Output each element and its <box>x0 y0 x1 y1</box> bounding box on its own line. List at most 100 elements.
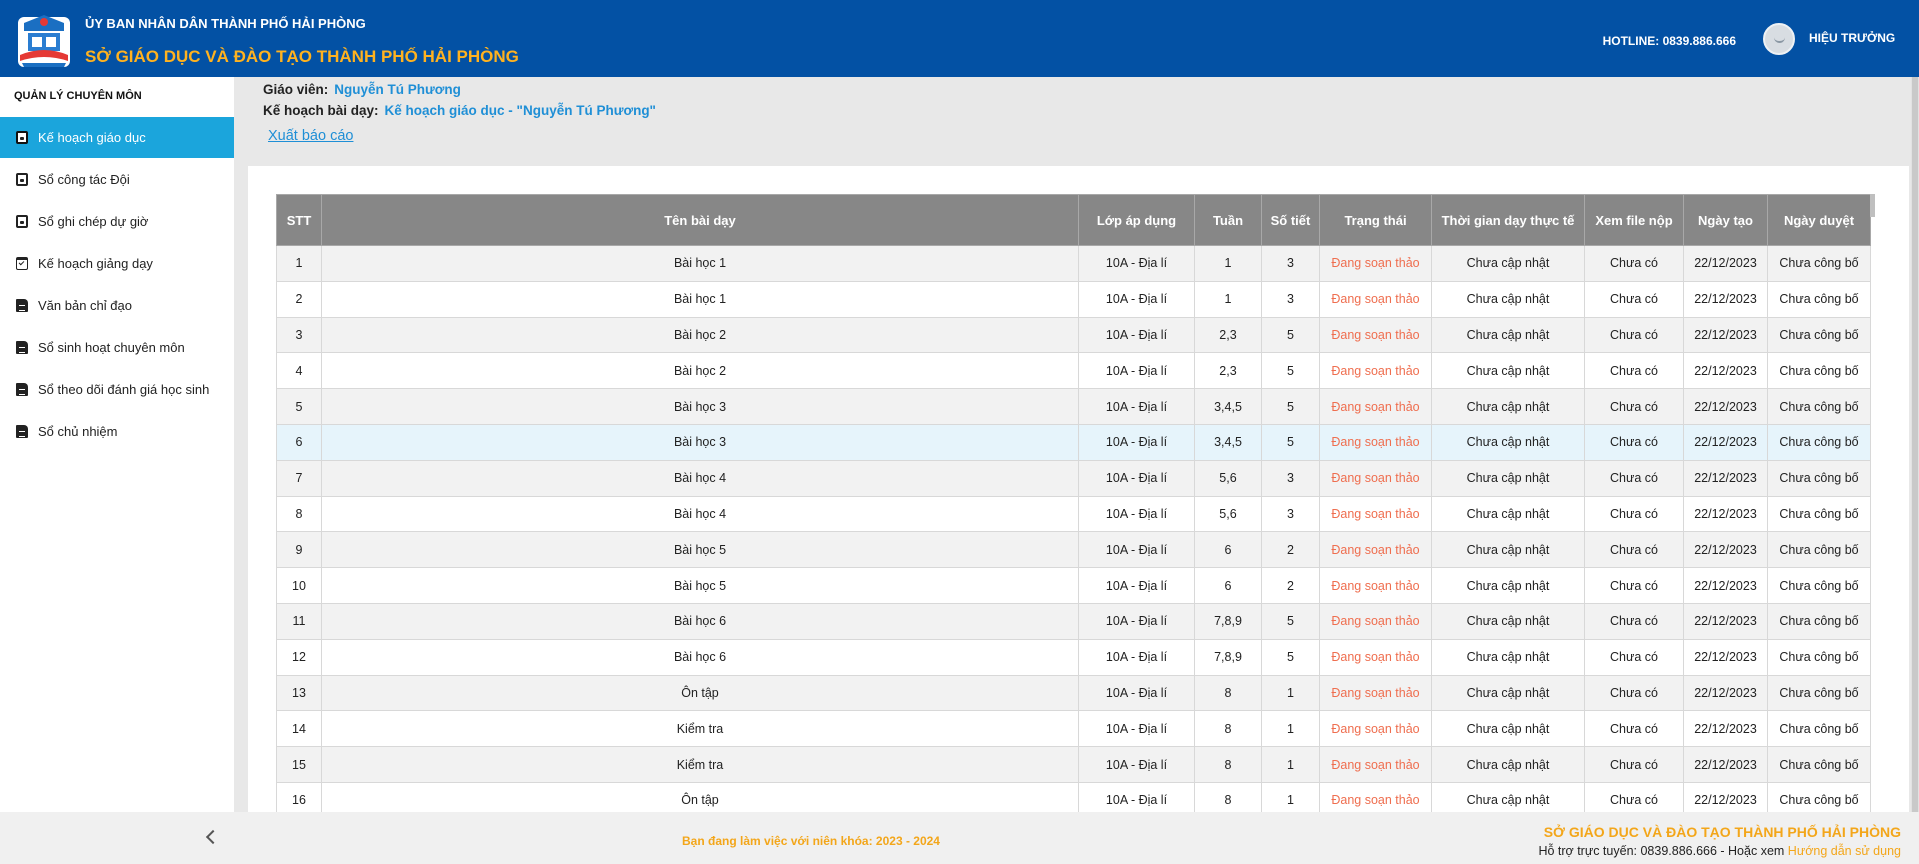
sidebar-collapse-bar <box>0 812 234 864</box>
table-row[interactable]: 3 Bài học 2 10A - Địa lí 2,3 5 Đang soạn thảo… <box>276 316 1871 354</box>
col-week-cell: 6 <box>1194 567 1262 604</box>
table-row[interactable]: 15 Kiểm tra 10A - Địa lí 8 1 Đang soạn thảo Ch… <box>276 746 1871 783</box>
table-row[interactable]: 7 Bài học 4 10A - Địa lí 5,6 3 Đang soạn thảo… <box>276 459 1871 497</box>
table-row[interactable]: 10 Bài học 5 10A - Địa lí 6 2 Đang soạn thảo C… <box>276 567 1871 604</box>
user-guide-link[interactable]: Hướng dẫn sử dụng <box>1787 844 1901 858</box>
col-file-cell[interactable]: Chưa có <box>1584 316 1684 354</box>
col-periods-cell: 1 <box>1261 746 1320 783</box>
table-row[interactable]: 6 Bài học 3 10A - Địa lí 3,4,5 5 Đang soạn th… <box>276 423 1871 461</box>
col-file-header: Xem file nộp <box>1584 194 1684 246</box>
col-file-cell[interactable]: Chưa có <box>1584 245 1684 282</box>
sidebar-item-ke-hoach-giang-day[interactable]: Kế hoạch giảng dạy <box>0 243 234 284</box>
col-file-cell[interactable]: Chưa có <box>1584 352 1684 390</box>
col-approved-cell: Chưa công bố <box>1767 352 1871 390</box>
table-row[interactable]: 14 Kiểm tra 10A - Địa lí 8 1 Đang soạn thảo Ch… <box>276 710 1871 748</box>
col-file-cell[interactable]: Chưa có <box>1584 388 1684 425</box>
col-file-cell[interactable]: Chưa có <box>1584 280 1684 318</box>
sidebar-item-ke-hoach-giao-duc[interactable]: Kế hoạch giáo dục <box>0 117 234 158</box>
chevron-left-icon[interactable] <box>204 829 218 845</box>
sidebar-item-so-cong-tac-doi[interactable]: Sổ công tác Đội <box>0 159 234 200</box>
table-row[interactable]: 8 Bài học 4 10A - Địa lí 5,6 3 Đang soạn thảo… <box>276 495 1871 533</box>
col-status-cell: Đang soạn thảo <box>1319 531 1432 569</box>
hotline-text: HOTLINE: 0839.886.666 <box>1602 34 1736 48</box>
table-row[interactable]: 2 Bài học 1 10A - Địa lí 1 3 Đang soạn thảo Ch… <box>276 280 1871 318</box>
col-actual-time-cell: Chưa cập nhật <box>1431 423 1585 461</box>
col-status-cell: Đang soạn thảo <box>1319 567 1432 604</box>
table-row[interactable]: 5 Bài học 3 10A - Địa lí 3,4,5 5 Đang soạn th… <box>276 388 1871 425</box>
table-row[interactable]: 4 Bài học 2 10A - Địa lí 2,3 5 Đang soạn thảo… <box>276 352 1871 390</box>
col-week-cell: 7,8,9 <box>1194 638 1262 676</box>
table-row[interactable]: 9 Bài học 5 10A - Địa lí 6 2 Đang soạn thảo Ch… <box>276 531 1871 569</box>
header-title: SỞ GIÁO DỤC VÀ ĐÀO TẠO THÀNH PHỐ HẢI PHÒ… <box>85 47 519 66</box>
col-file-cell[interactable]: Chưa có <box>1584 459 1684 497</box>
col-approved-cell: Chưa công bố <box>1767 459 1871 497</box>
table-row[interactable]: 16 Ôn tập 10A - Địa lí 8 1 Đang soạn thảo Chưa… <box>276 781 1871 812</box>
col-file-cell[interactable]: Chưa có <box>1584 495 1684 533</box>
col-file-cell[interactable]: Chưa có <box>1584 602 1684 640</box>
sidebar-item-so-ghi-chep-du-gio[interactable]: Sổ ghi chép dự giờ <box>0 201 234 242</box>
col-week-cell: 8 <box>1194 781 1262 812</box>
col-status-cell: Đang soạn thảo <box>1319 245 1432 282</box>
col-file-cell[interactable]: Chưa có <box>1584 674 1684 712</box>
sidebar-item-so-theo-doi-danh-gia[interactable]: Sổ theo dõi đánh giá học sinh <box>0 369 234 410</box>
sidebar-item-so-chu-nhiem[interactable]: Sổ chủ nhiệm <box>0 411 234 452</box>
support-prefix: Hỗ trợ trực tuyến: 0839.886.666 - Hoặc x… <box>1538 844 1785 858</box>
col-class-header: Lớp áp dụng <box>1078 194 1195 246</box>
col-status-cell: Đang soạn thảo <box>1319 352 1432 390</box>
col-class-cell: 10A - Địa lí <box>1078 674 1195 712</box>
col-stt-cell: 15 <box>276 746 322 783</box>
col-file-cell[interactable]: Chưa có <box>1584 746 1684 783</box>
col-actual-time-cell: Chưa cập nhật <box>1431 388 1585 425</box>
table-row[interactable]: 12 Bài học 6 10A - Địa lí 7,8,9 5 Đang soạn t… <box>276 638 1871 676</box>
col-week-cell: 6 <box>1194 531 1262 569</box>
col-periods-cell: 1 <box>1261 781 1320 812</box>
sidebar-item-van-ban-chi-dao[interactable]: Văn bản chỉ đạo <box>0 285 234 326</box>
file-icon <box>16 383 28 396</box>
support-text: Hỗ trợ trực tuyến: 0839.886.666 - Hoặc x… <box>1538 844 1901 858</box>
col-file-cell[interactable]: Chưa có <box>1584 781 1684 812</box>
col-file-cell[interactable]: Chưa có <box>1584 567 1684 604</box>
col-status-cell: Đang soạn thảo <box>1319 423 1432 461</box>
col-created-cell: 22/12/2023 <box>1683 459 1768 497</box>
user-avatar[interactable] <box>1763 23 1795 55</box>
col-file-cell[interactable]: Chưa có <box>1584 531 1684 569</box>
teacher-value: Nguyễn Tú Phương <box>334 82 461 97</box>
col-file-cell[interactable]: Chưa có <box>1584 638 1684 676</box>
col-stt-cell: 11 <box>276 602 322 640</box>
col-periods-cell: 5 <box>1261 352 1320 390</box>
sidebar-item-label: Sổ sinh hoạt chuyên môn <box>38 340 185 355</box>
col-created-cell: 22/12/2023 <box>1683 567 1768 604</box>
table-row[interactable]: 11 Bài học 6 10A - Địa lí 7,8,9 5 Đang soạn t… <box>276 602 1871 640</box>
table-row[interactable]: 1 Bài học 1 10A - Địa lí 1 3 Đang soạn thảo Ch… <box>276 245 1871 282</box>
col-lesson-name-cell: Bài học 6 <box>321 602 1079 640</box>
table-scrollbar[interactable] <box>1870 194 1875 217</box>
col-approved-cell: Chưa công bố <box>1767 674 1871 712</box>
col-actual-time-cell: Chưa cập nhật <box>1431 245 1585 282</box>
col-file-cell[interactable]: Chưa có <box>1584 423 1684 461</box>
col-lesson-name-cell: Ôn tập <box>321 781 1079 812</box>
col-week-cell: 8 <box>1194 746 1262 783</box>
sidebar-item-so-sinh-hoat-chuyen-mon[interactable]: Sổ sinh hoạt chuyên môn <box>0 327 234 368</box>
col-approved-cell: Chưa công bố <box>1767 423 1871 461</box>
col-periods-cell: 5 <box>1261 423 1320 461</box>
col-stt-cell: 9 <box>276 531 322 569</box>
lesson-table-container[interactable]: STT Tên bài dạy Lớp áp dụng Tuần Số tiết Trạn… <box>276 194 1875 812</box>
col-periods-cell: 5 <box>1261 602 1320 640</box>
col-file-cell[interactable]: Chưa có <box>1584 710 1684 748</box>
page-scrollbar[interactable] <box>1911 77 1919 812</box>
col-actual-time-cell: Chưa cập nhật <box>1431 352 1585 390</box>
col-created-cell: 22/12/2023 <box>1683 495 1768 533</box>
user-role-label[interactable]: HIỆU TRƯỞNG <box>1809 31 1896 45</box>
col-created-header: Ngày tạo <box>1683 194 1768 246</box>
col-stt-cell: 14 <box>276 710 322 748</box>
department-logo <box>18 15 70 67</box>
plan-value: Kế hoạch giáo dục - "Nguyễn Tú Phương" <box>384 103 656 118</box>
col-actual-time-cell: Chưa cập nhật <box>1431 602 1585 640</box>
col-week-cell: 3,4,5 <box>1194 388 1262 425</box>
col-approved-cell: Chưa công bố <box>1767 710 1871 748</box>
export-report-link[interactable]: Xuất báo cáo <box>268 128 354 144</box>
table-row[interactable]: 13 Ôn tập 10A - Địa lí 8 1 Đang soạn thảo Chưa… <box>276 674 1871 712</box>
col-stt-cell: 10 <box>276 567 322 604</box>
col-approved-cell: Chưa công bố <box>1767 316 1871 354</box>
col-lesson-name-cell: Bài học 1 <box>321 245 1079 282</box>
